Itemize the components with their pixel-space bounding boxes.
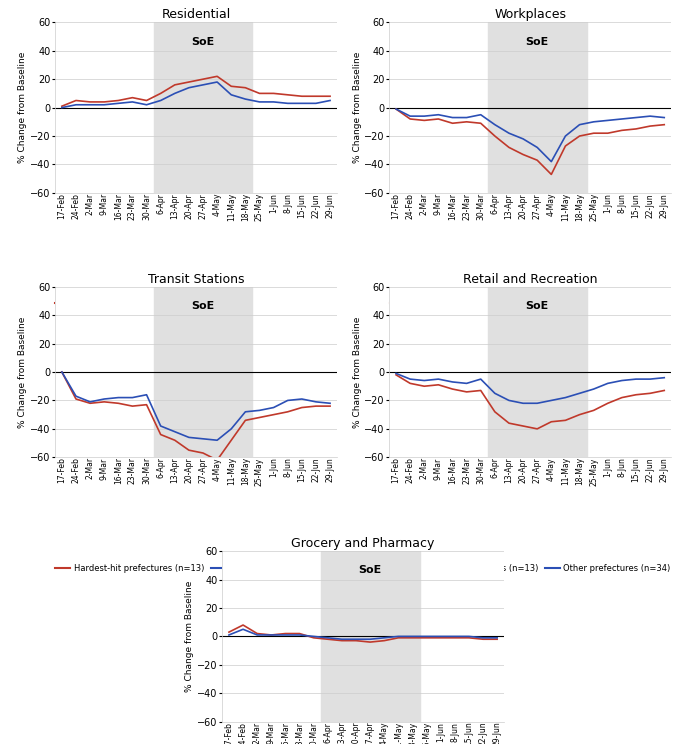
Bar xyxy=(153,286,253,458)
Y-axis label: % Change from Baseline: % Change from Baseline xyxy=(353,52,362,163)
Bar xyxy=(488,22,586,193)
Title: Workplaces: Workplaces xyxy=(494,8,566,21)
Text: SoE: SoE xyxy=(525,36,549,47)
Y-axis label: % Change from Baseline: % Change from Baseline xyxy=(18,316,27,428)
Title: Retail and Recreation: Retail and Recreation xyxy=(463,272,597,286)
Text: SoE: SoE xyxy=(191,301,214,311)
Title: Residential: Residential xyxy=(162,8,231,21)
Title: Grocery and Pharmacy: Grocery and Pharmacy xyxy=(291,537,435,550)
Y-axis label: % Change from Baseline: % Change from Baseline xyxy=(18,52,27,163)
Legend: Hardest-hit prefectures (n=13), Other prefectures (n=34): Hardest-hit prefectures (n=13), Other pr… xyxy=(52,560,340,576)
Y-axis label: % Change from Baseline: % Change from Baseline xyxy=(353,316,362,428)
Bar xyxy=(488,286,586,458)
Bar xyxy=(321,551,419,722)
Text: SoE: SoE xyxy=(525,301,549,311)
Y-axis label: % Change from Baseline: % Change from Baseline xyxy=(186,581,195,692)
Legend: Hardest-hit prefectures (n=13), Other prefectures (n=34): Hardest-hit prefectures (n=13), Other pr… xyxy=(386,296,674,312)
Title: Transit Stations: Transit Stations xyxy=(148,272,245,286)
Text: SoE: SoE xyxy=(191,36,214,47)
Text: SoE: SoE xyxy=(358,565,382,575)
Legend: Hardest-hit prefectures (n=13), Other prefectures (n=34): Hardest-hit prefectures (n=13), Other pr… xyxy=(386,560,674,576)
Bar xyxy=(153,22,253,193)
Legend: Hardest-hit prefectures (n=13), Other prefectures (n=34): Hardest-hit prefectures (n=13), Other pr… xyxy=(52,296,340,312)
